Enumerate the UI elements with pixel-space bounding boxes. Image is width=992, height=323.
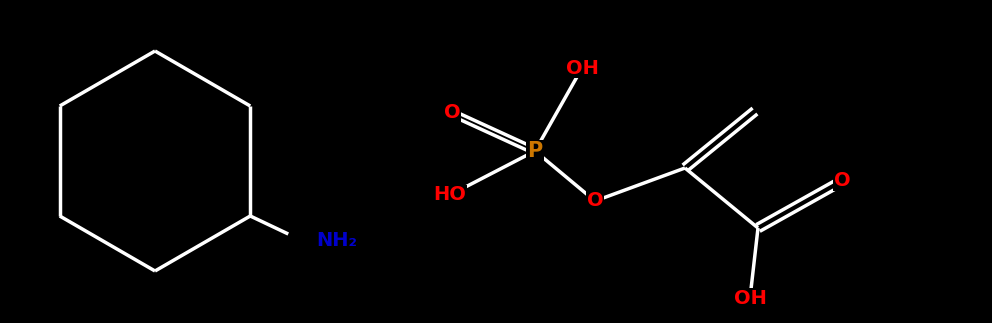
- Text: OH: OH: [565, 58, 598, 78]
- Text: HO: HO: [434, 185, 466, 204]
- Text: NH₂: NH₂: [316, 231, 357, 249]
- Text: O: O: [586, 192, 603, 211]
- Text: O: O: [833, 172, 850, 191]
- Text: O: O: [443, 103, 460, 122]
- Text: OH: OH: [733, 288, 767, 307]
- Text: P: P: [528, 141, 543, 161]
